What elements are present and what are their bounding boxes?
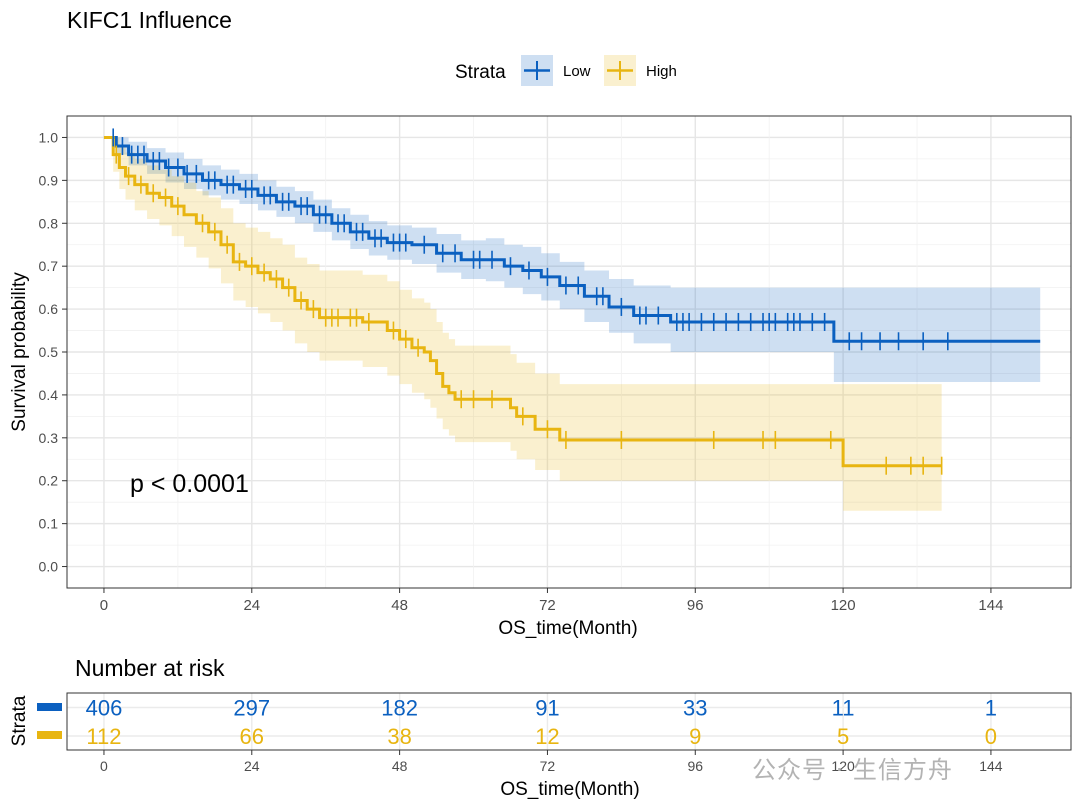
risk-count-high: 0 — [985, 724, 997, 749]
legend-label-low: Low — [563, 63, 591, 80]
ci-band-high — [103, 137, 942, 511]
y-tick-label: 0.0 — [39, 559, 59, 575]
risk-table-grid — [67, 693, 1071, 750]
risk-count-low: 1 — [985, 696, 997, 721]
risk-x-tick-label: 96 — [687, 758, 703, 774]
x-tick-label: 144 — [978, 597, 1003, 614]
risk-count-high: 66 — [240, 724, 264, 749]
risk-table-x-title: OS_time(Month) — [500, 779, 639, 800]
y-tick-label: 0.9 — [39, 172, 59, 188]
y-tick-label: 0.1 — [39, 516, 59, 532]
y-tick-label: 0.2 — [39, 473, 59, 489]
risk-x-tick-label: 144 — [979, 758, 1003, 774]
risk-table-panel — [67, 693, 1071, 750]
p-value-annotation: p < 0.0001 — [130, 470, 249, 498]
x-tick-label: 72 — [539, 597, 556, 614]
risk-count-low: 406 — [86, 696, 123, 721]
survival-curves — [103, 135, 1041, 468]
risk-count-low: 91 — [535, 696, 559, 721]
y-tick-label: 0.4 — [39, 387, 59, 403]
y-tick-label: 0.5 — [39, 344, 59, 360]
risk-count-high: 38 — [387, 724, 411, 749]
risk-row-key-high — [37, 731, 62, 739]
legend: Strata Low High — [455, 55, 677, 86]
y-tick-label: 0.8 — [39, 215, 59, 231]
censor-marks — [112, 128, 949, 475]
chart-title: KIFC1 Influence — [67, 7, 232, 33]
x-axis-title: OS_time(Month) — [498, 618, 637, 639]
x-tick-label: 0 — [100, 597, 108, 614]
y-tick-label: 1.0 — [39, 129, 59, 145]
risk-count-high: 9 — [689, 724, 701, 749]
y-axis: 0.0 0.1 0.2 0.3 0.4 0.5 0.6 0.7 0.8 0.9 1.0 — [39, 129, 67, 575]
risk-count-low: 11 — [832, 696, 855, 721]
x-tick-label: 120 — [831, 597, 856, 614]
risk-count-high: 5 — [837, 724, 849, 749]
watermark-text: 公众号 · 生信方舟 — [752, 756, 953, 784]
x-tick-label: 96 — [687, 597, 704, 614]
risk-table-border — [66, 692, 1072, 751]
risk-count-high: 12 — [535, 724, 559, 749]
survival-curve-low — [103, 135, 1041, 343]
x-tick-label: 24 — [243, 597, 260, 614]
risk-x-tick-label: 72 — [540, 758, 556, 774]
y-tick-label: 0.3 — [39, 430, 59, 446]
x-tick-label: 48 — [391, 597, 408, 614]
survival-curve-high — [103, 135, 942, 468]
x-axis: 0 24 48 72 96 120 144 — [100, 588, 1003, 614]
risk-count-high: 112 — [86, 724, 121, 749]
y-tick-label: 0.6 — [39, 301, 59, 317]
risk-row-key-low — [37, 703, 62, 711]
risk-x-tick-label: 48 — [392, 758, 408, 774]
risk-count-low: 297 — [233, 696, 270, 721]
risk-x-tick-label: 120 — [831, 758, 855, 774]
gridlines — [67, 116, 1071, 588]
legend-title: Strata — [455, 62, 506, 83]
risk-table-y-title: Strata — [9, 695, 30, 746]
legend-label-high: High — [646, 63, 677, 80]
y-tick-label: 0.7 — [39, 258, 59, 274]
risk-count-low: 182 — [381, 696, 418, 721]
y-axis-title: Survival probability — [9, 272, 30, 432]
risk-count-low: 33 — [683, 696, 707, 721]
risk-table-x-axis: 0 24 48 72 96 120 144 — [100, 750, 1003, 774]
risk-x-tick-label: 0 — [100, 758, 108, 774]
risk-table-title: Number at risk — [75, 655, 225, 681]
risk-x-tick-label: 24 — [244, 758, 260, 774]
